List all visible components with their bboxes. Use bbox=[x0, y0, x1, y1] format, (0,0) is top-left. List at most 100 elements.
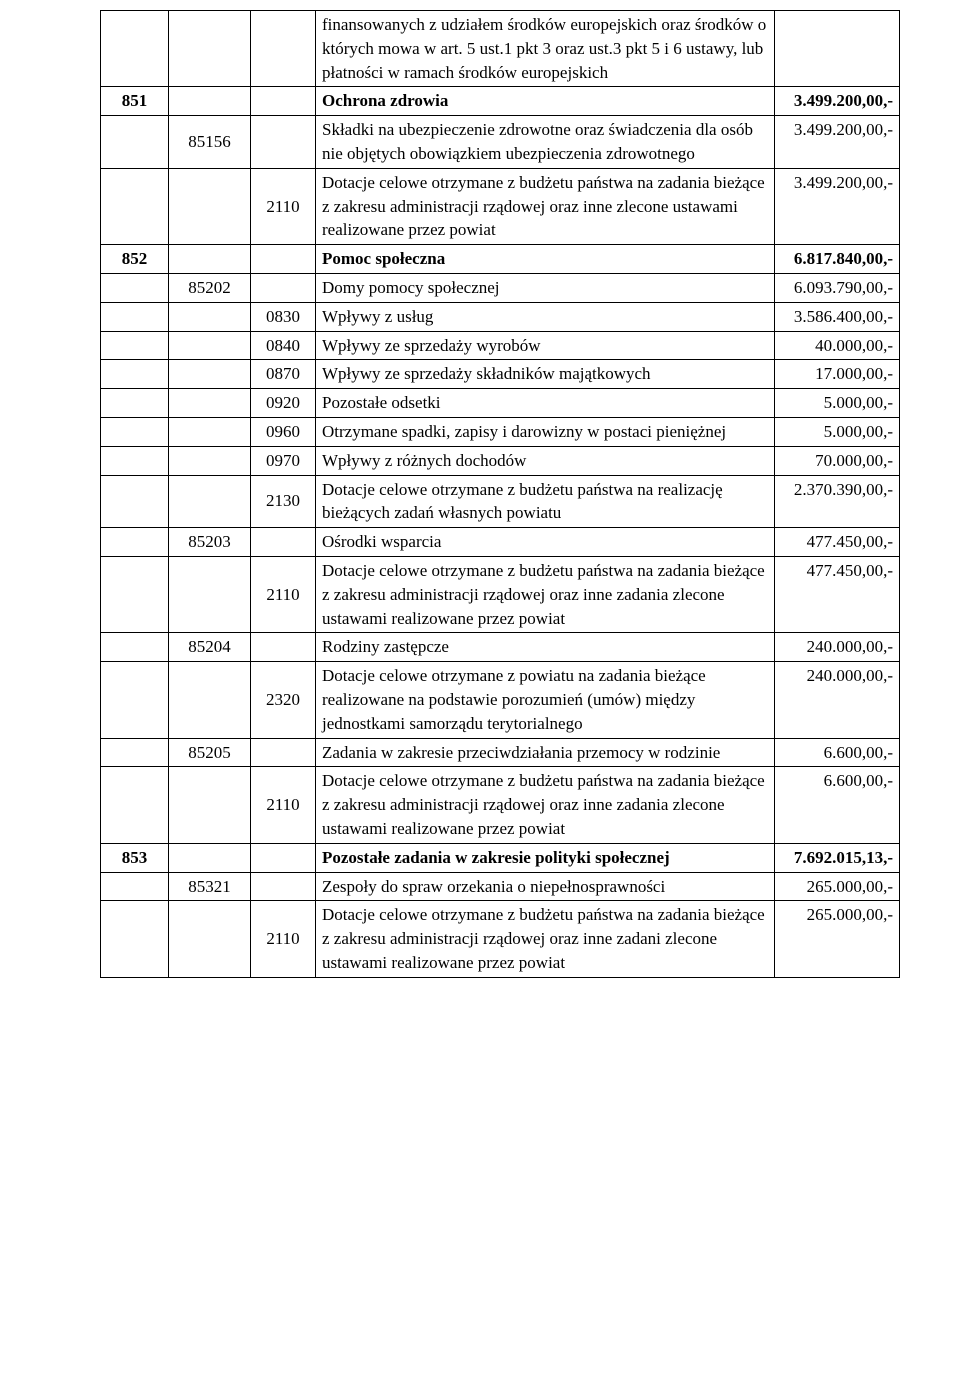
col-paragraph: 0840 bbox=[251, 331, 316, 360]
table-row: 2320Dotacje celowe otrzymane z powiatu n… bbox=[101, 662, 900, 738]
table-row: finansowanych z udziałem środków europej… bbox=[101, 11, 900, 87]
col-section bbox=[101, 168, 169, 244]
table-row: 85205Zadania w zakresie przeciwdziałania… bbox=[101, 738, 900, 767]
col-section: 852 bbox=[101, 245, 169, 274]
col-section: 851 bbox=[101, 87, 169, 116]
col-description: Dotacje celowe otrzymane z budżetu państ… bbox=[316, 475, 775, 528]
col-paragraph bbox=[251, 116, 316, 169]
col-section bbox=[101, 302, 169, 331]
col-section bbox=[101, 901, 169, 977]
col-description: Wpływy z usług bbox=[316, 302, 775, 331]
col-chapter: 85202 bbox=[169, 273, 251, 302]
col-amount: 265.000,00,- bbox=[775, 872, 900, 901]
table-row: 2110Dotacje celowe otrzymane z budżetu p… bbox=[101, 556, 900, 632]
col-chapter bbox=[169, 331, 251, 360]
table-row: 2110Dotacje celowe otrzymane z budżetu p… bbox=[101, 901, 900, 977]
col-amount: 2.370.390,00,- bbox=[775, 475, 900, 528]
col-description: Zespoły do spraw orzekania o niepełnospr… bbox=[316, 872, 775, 901]
col-paragraph: 0830 bbox=[251, 302, 316, 331]
col-chapter: 85204 bbox=[169, 633, 251, 662]
col-description: Składki na ubezpieczenie zdrowotne oraz … bbox=[316, 116, 775, 169]
col-chapter bbox=[169, 302, 251, 331]
col-paragraph bbox=[251, 11, 316, 87]
col-amount: 6.600,00,- bbox=[775, 738, 900, 767]
budget-table: finansowanych z udziałem środków europej… bbox=[100, 10, 900, 978]
col-paragraph bbox=[251, 245, 316, 274]
col-description: Wpływy z różnych dochodów bbox=[316, 446, 775, 475]
col-chapter: 85203 bbox=[169, 528, 251, 557]
col-paragraph bbox=[251, 633, 316, 662]
col-paragraph bbox=[251, 872, 316, 901]
col-chapter bbox=[169, 417, 251, 446]
col-amount: 6.817.840,00,- bbox=[775, 245, 900, 274]
col-chapter bbox=[169, 556, 251, 632]
col-amount: 3.499.200,00,- bbox=[775, 87, 900, 116]
col-paragraph bbox=[251, 738, 316, 767]
col-paragraph: 0960 bbox=[251, 417, 316, 446]
table-row: 0960Otrzymane spadki, zapisy i darowizny… bbox=[101, 417, 900, 446]
col-amount bbox=[775, 11, 900, 87]
col-chapter bbox=[169, 475, 251, 528]
col-paragraph bbox=[251, 528, 316, 557]
col-amount: 7.692.015,13,- bbox=[775, 843, 900, 872]
table-row: 0830Wpływy z usług3.586.400,00,- bbox=[101, 302, 900, 331]
col-amount: 3.499.200,00,- bbox=[775, 116, 900, 169]
col-amount: 3.499.200,00,- bbox=[775, 168, 900, 244]
col-amount: 240.000,00,- bbox=[775, 662, 900, 738]
table-row: 0870Wpływy ze sprzedaży składników mająt… bbox=[101, 360, 900, 389]
col-description: Wpływy ze sprzedaży składników majątkowy… bbox=[316, 360, 775, 389]
col-section bbox=[101, 389, 169, 418]
col-chapter bbox=[169, 662, 251, 738]
col-description: Dotacje celowe otrzymane z powiatu na za… bbox=[316, 662, 775, 738]
col-amount: 265.000,00,- bbox=[775, 901, 900, 977]
col-chapter bbox=[169, 389, 251, 418]
col-chapter: 85156 bbox=[169, 116, 251, 169]
col-amount: 477.450,00,- bbox=[775, 528, 900, 557]
col-section bbox=[101, 767, 169, 843]
table-row: 0920Pozostałe odsetki5.000,00,- bbox=[101, 389, 900, 418]
col-description: Rodziny zastępcze bbox=[316, 633, 775, 662]
col-description: Dotacje celowe otrzymane z budżetu państ… bbox=[316, 556, 775, 632]
col-description: Pomoc społeczna bbox=[316, 245, 775, 274]
col-chapter bbox=[169, 87, 251, 116]
col-chapter bbox=[169, 360, 251, 389]
col-section bbox=[101, 872, 169, 901]
col-paragraph: 0970 bbox=[251, 446, 316, 475]
table-row: 852 Pomoc społeczna6.817.840,00,- bbox=[101, 245, 900, 274]
col-section bbox=[101, 446, 169, 475]
col-amount: 477.450,00,- bbox=[775, 556, 900, 632]
col-amount: 40.000,00,- bbox=[775, 331, 900, 360]
col-amount: 6.600,00,- bbox=[775, 767, 900, 843]
col-section: 853 bbox=[101, 843, 169, 872]
col-chapter bbox=[169, 901, 251, 977]
col-chapter bbox=[169, 245, 251, 274]
col-amount: 3.586.400,00,- bbox=[775, 302, 900, 331]
col-paragraph bbox=[251, 843, 316, 872]
col-amount: 240.000,00,- bbox=[775, 633, 900, 662]
col-chapter bbox=[169, 767, 251, 843]
col-section bbox=[101, 633, 169, 662]
col-paragraph bbox=[251, 87, 316, 116]
col-paragraph: 0920 bbox=[251, 389, 316, 418]
col-chapter: 85321 bbox=[169, 872, 251, 901]
col-description: Ochrona zdrowia bbox=[316, 87, 775, 116]
col-description: Wpływy ze sprzedaży wyrobów bbox=[316, 331, 775, 360]
table-row: 853Pozostałe zadania w zakresie polityki… bbox=[101, 843, 900, 872]
col-description: Otrzymane spadki, zapisy i darowizny w p… bbox=[316, 417, 775, 446]
col-section bbox=[101, 331, 169, 360]
table-row: 0970Wpływy z różnych dochodów70.000,00,- bbox=[101, 446, 900, 475]
table-row: 85204 Rodziny zastępcze240.000,00,- bbox=[101, 633, 900, 662]
col-paragraph: 2130 bbox=[251, 475, 316, 528]
col-description: Dotacje celowe otrzymane z budżetu państ… bbox=[316, 901, 775, 977]
col-amount: 5.000,00,- bbox=[775, 389, 900, 418]
col-description: Domy pomocy społecznej bbox=[316, 273, 775, 302]
col-paragraph: 2110 bbox=[251, 168, 316, 244]
col-amount: 70.000,00,- bbox=[775, 446, 900, 475]
col-paragraph: 2110 bbox=[251, 901, 316, 977]
col-description: Ośrodki wsparcia bbox=[316, 528, 775, 557]
table-row: 2130Dotacje celowe otrzymane z budżetu p… bbox=[101, 475, 900, 528]
col-chapter bbox=[169, 446, 251, 475]
col-chapter bbox=[169, 11, 251, 87]
table-row: 85202Domy pomocy społecznej6.093.790,00,… bbox=[101, 273, 900, 302]
col-chapter bbox=[169, 843, 251, 872]
